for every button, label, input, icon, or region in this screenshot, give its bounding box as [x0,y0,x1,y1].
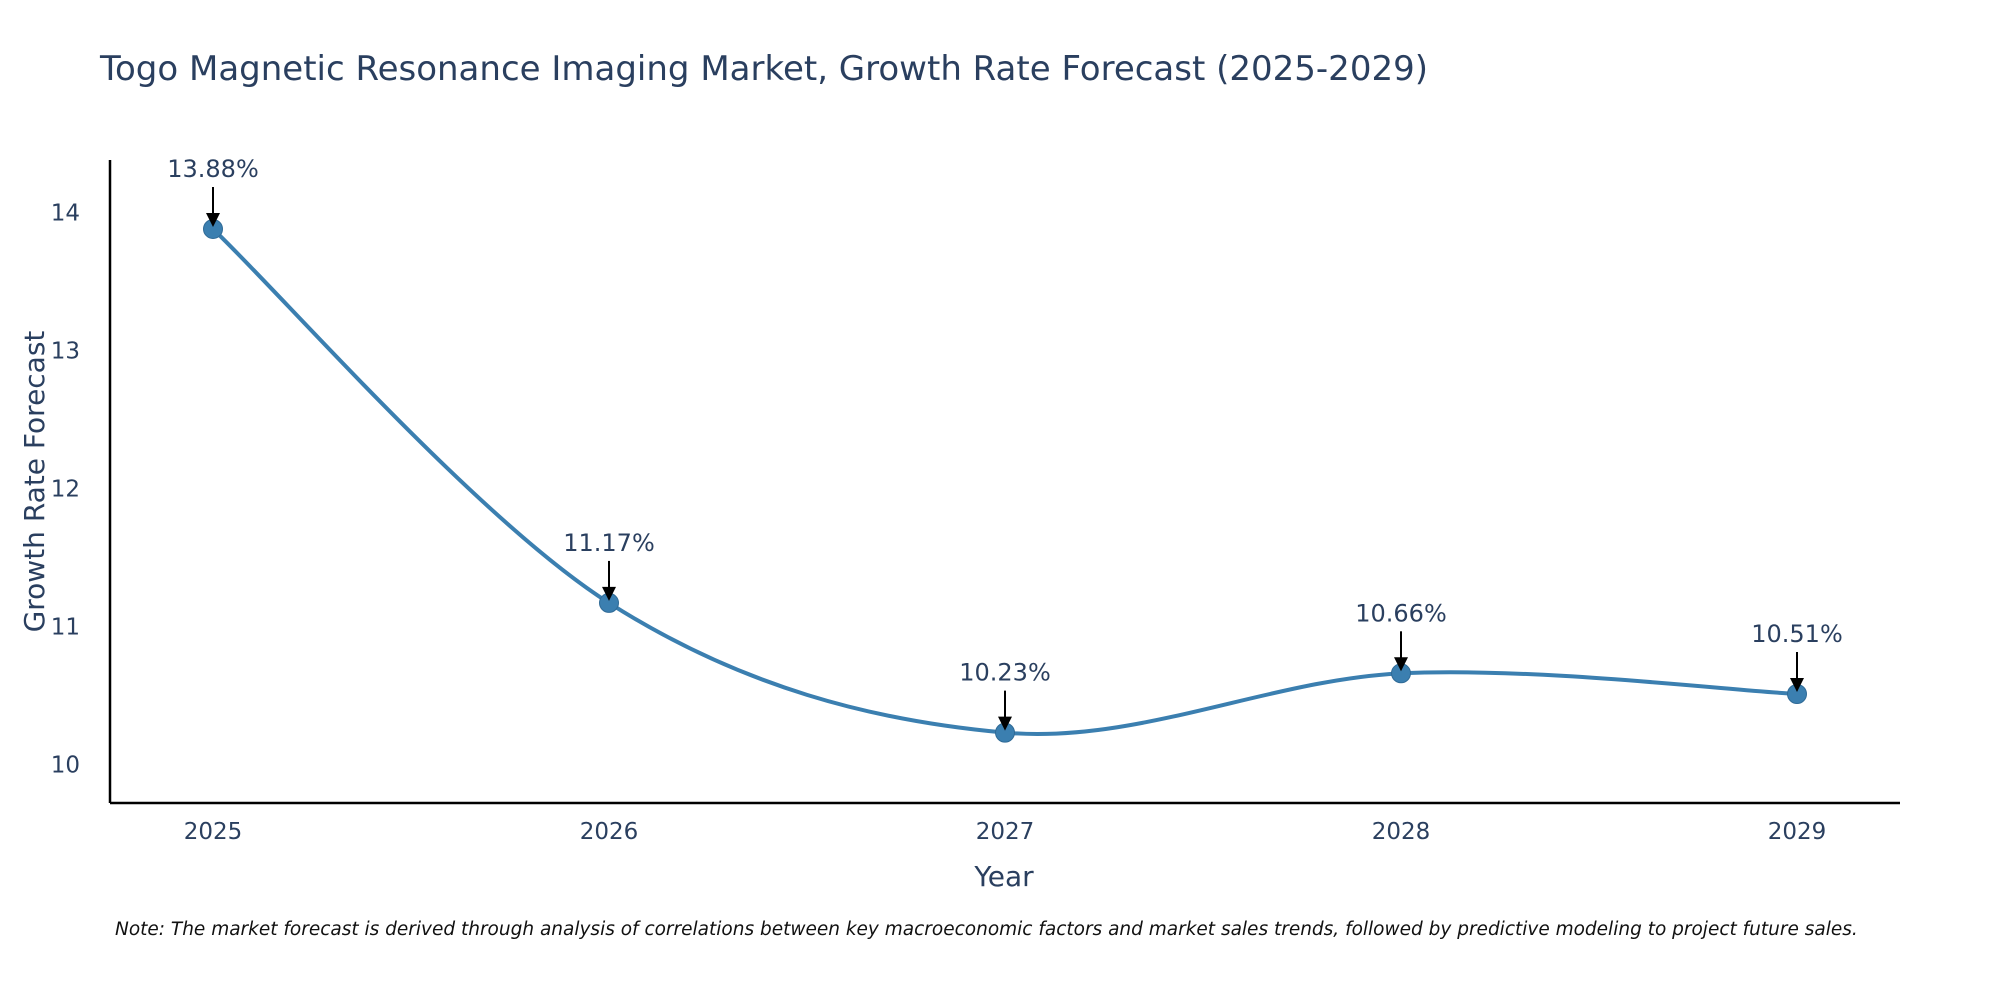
data-label: 13.88% [167,155,259,183]
data-label-annotation: 13.88% [167,155,259,227]
data-label-annotation: 11.17% [563,529,655,601]
growth-rate-line [211,227,1798,737]
data-label: 10.51% [1751,620,1843,648]
y-tick-label: 12 [51,476,80,502]
chart-note: Note: The market forecast is derived thr… [115,919,1858,940]
annotation-arrow-head [206,212,220,227]
y-axis-title: Growth Rate Forecast [18,331,51,633]
annotation-arrow-head [1394,657,1408,672]
annotation-arrow-head [998,716,1012,731]
y-tick-labels: 10 11 12 13 14 [51,200,80,778]
chart-title: Togo Magnetic Resonance Imaging Market, … [99,49,1428,89]
x-tick-labels: 2025 2026 2027 2028 2029 [184,819,1827,845]
x-axis-title: Year [973,860,1034,893]
x-tick-label: 2025 [184,819,243,845]
axes [108,160,1900,805]
y-tick-label: 11 [51,614,80,640]
y-tick-label: 13 [51,338,80,364]
data-label-annotation: 10.51% [1751,620,1843,692]
data-label: 10.23% [959,659,1051,687]
data-label-annotation: 10.66% [1355,599,1447,672]
annotation-arrow-head [602,586,616,601]
data-label: 11.17% [563,529,655,557]
data-point-markers [203,218,1807,743]
x-tick-label: 2026 [580,819,639,845]
x-tick-label: 2028 [1372,819,1431,845]
data-label: 10.66% [1355,599,1447,627]
data-label-annotations: 13.88% 11.17% 10.23% 10.66% 10.51% [167,155,1843,731]
y-tick-label: 14 [51,200,80,226]
x-tick-label: 2029 [1768,819,1827,845]
y-tick-label: 10 [51,752,80,778]
data-label-annotation: 10.23% [959,659,1051,731]
x-tick-label: 2027 [976,819,1035,845]
annotation-arrow-head [1790,677,1804,692]
